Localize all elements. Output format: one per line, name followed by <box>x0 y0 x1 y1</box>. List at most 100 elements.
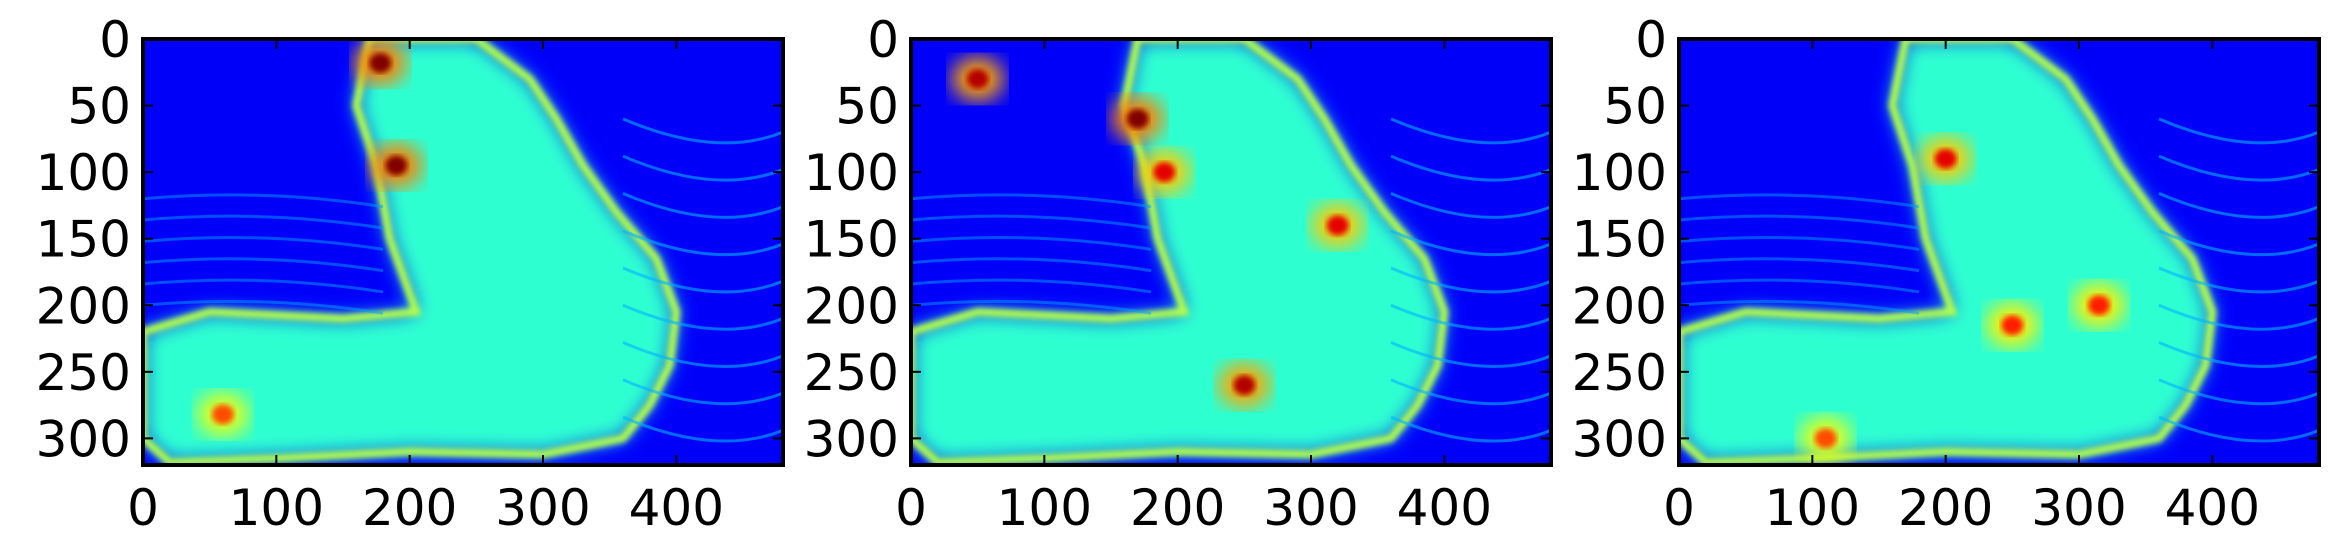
heatmap-texture-line <box>622 341 783 368</box>
heatmap-texture-line <box>2158 266 2319 294</box>
x-tick-label: 400 <box>1397 479 1492 537</box>
heatmap-image <box>1679 39 2319 465</box>
heatmap-texture-line <box>911 257 1152 273</box>
y-tick-label: 300 <box>36 410 131 468</box>
x-tick-label: 200 <box>1130 479 1225 537</box>
heatmap-texture-line <box>1390 117 1551 145</box>
y-tick-label: 200 <box>1572 277 1667 335</box>
heatmap-texture-line <box>911 235 1152 251</box>
heatmap-texture-line <box>1390 229 1551 257</box>
y-tick-label: 0 <box>1635 11 1667 69</box>
y-tick-label: 150 <box>804 211 899 269</box>
heatmap-texture-line <box>1390 378 1551 406</box>
heatmap-panel-1: 0 100 200 300 400 0 50 100 150 200 250 300 <box>36 11 785 537</box>
heatmap-region-edge <box>143 39 681 465</box>
y-tick-label: 50 <box>67 78 131 136</box>
x-tick-label: 200 <box>1898 479 1993 537</box>
x-tick-label: 300 <box>495 479 590 537</box>
heatmap-texture-line <box>1679 214 1920 230</box>
y-tick-label: 0 <box>99 11 131 69</box>
y-tick-label: 150 <box>36 211 131 269</box>
axes-frame <box>141 37 785 467</box>
y-tick-label: 0 <box>867 11 899 69</box>
heatmap-texture-line <box>622 117 783 145</box>
heatmap-texture-line <box>1679 278 1920 294</box>
x-tick-label: 100 <box>229 479 324 537</box>
heatmap-texture-line <box>1390 154 1551 182</box>
heatmap-region-edge <box>911 39 1449 465</box>
heatmap-hotspot <box>1934 148 1957 169</box>
x-tick-label: 400 <box>2165 479 2260 537</box>
y-tick-label: 200 <box>36 277 131 335</box>
heatmap-hotspot <box>1233 375 1256 396</box>
heatmap-region-body <box>911 39 1445 463</box>
y-tick-label: 250 <box>36 344 131 402</box>
heatmap-texture-line <box>622 378 783 406</box>
heatmap-texture-line <box>622 154 783 182</box>
heatmap-texture-line <box>622 192 783 219</box>
heatmap-hotspot <box>1814 428 1837 449</box>
heatmap-texture-line <box>1390 266 1551 294</box>
heatmap-texture-line <box>1679 235 1920 251</box>
y-tick-label: 50 <box>1603 78 1667 136</box>
x-tick-label: 200 <box>362 479 457 537</box>
heatmap-texture-line <box>622 266 783 294</box>
heatmap-hotspot <box>1326 215 1349 236</box>
heatmap-texture-line <box>2158 154 2319 182</box>
heatmap-texture-line <box>911 278 1152 294</box>
heatmap-image <box>911 39 1551 465</box>
heatmap-region-body <box>143 39 677 463</box>
heatmap-texture-line <box>911 299 1152 315</box>
y-tick-label: 250 <box>804 344 899 402</box>
heatmap-hotspot <box>369 52 392 73</box>
heatmap-hotspot <box>385 155 408 176</box>
y-tick-label: 200 <box>804 277 899 335</box>
heatmap-hotspot <box>1153 162 1176 183</box>
axes-frame <box>909 37 1553 467</box>
x-tick-label: 400 <box>629 479 724 537</box>
heatmap-texture-line <box>2158 415 2319 443</box>
heatmap-texture-line <box>2158 341 2319 368</box>
heatmap-texture-line <box>1390 303 1551 331</box>
y-tick-label: 300 <box>1572 410 1667 468</box>
x-tick-label: 100 <box>1765 479 1860 537</box>
x-tick-label: 0 <box>127 479 159 537</box>
y-tick-label: 100 <box>36 144 131 202</box>
heatmap-hotspot <box>2001 315 2024 336</box>
y-tick-label: 100 <box>804 144 899 202</box>
heatmap-texture-line <box>1390 341 1551 368</box>
heatmap-texture-line <box>911 214 1152 230</box>
heatmap-texture-line <box>143 278 384 294</box>
heatmap-texture-line <box>1390 192 1551 219</box>
x-tick-label: 300 <box>2031 479 2126 537</box>
heatmap-texture-line <box>143 299 384 315</box>
heatmap-texture-line <box>1679 299 1920 315</box>
heatmap-region-body <box>1679 39 2213 463</box>
y-tick-label: 100 <box>1572 144 1667 202</box>
heatmap-texture-line <box>911 193 1152 209</box>
x-tick-label: 0 <box>895 479 927 537</box>
y-tick-label: 150 <box>1572 211 1667 269</box>
heatmap-panel-2: 0 100 200 300 400 0 50 100 150 200 250 300 <box>804 11 1553 537</box>
x-tick-label: 0 <box>1663 479 1695 537</box>
heatmap-texture-line <box>622 303 783 331</box>
heatmap-texture-line <box>1679 257 1920 273</box>
heatmap-texture-line <box>1679 193 1920 209</box>
heatmap-hotspot <box>2088 295 2110 316</box>
x-tick-label: 100 <box>997 479 1092 537</box>
heatmap-texture-line <box>622 229 783 257</box>
heatmap-texture-line <box>143 257 384 273</box>
heatmap-texture-line <box>622 415 783 443</box>
heatmap-image <box>143 39 783 465</box>
heatmap-texture-line <box>143 193 384 209</box>
x-tick-label: 300 <box>1263 479 1358 537</box>
heatmap-texture-line <box>2158 229 2319 257</box>
heatmap-texture-line <box>2158 192 2319 219</box>
heatmap-texture-line <box>2158 117 2319 145</box>
heatmap-texture-line <box>1390 415 1551 443</box>
heatmap-region-edge <box>1679 39 2217 465</box>
heatmap-texture-line <box>2158 378 2319 406</box>
heatmap-hotspot <box>1126 108 1149 129</box>
heatmap-texture-line <box>143 214 384 230</box>
